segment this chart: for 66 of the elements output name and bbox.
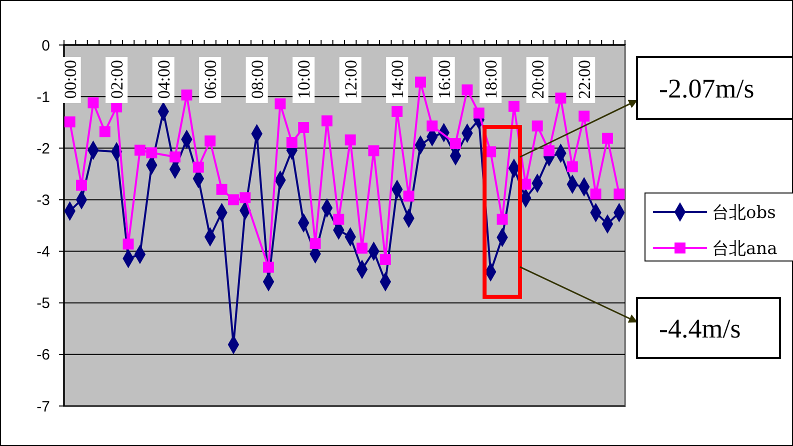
point (134, 144, 146, 156)
point (496, 214, 508, 225)
point (216, 184, 228, 195)
point (192, 162, 204, 173)
point (146, 147, 158, 158)
x-tick-label: 14:00 (388, 60, 408, 99)
x-tick-label: 08:00 (248, 60, 267, 99)
x-tick-label: 04:00 (154, 60, 174, 99)
legend-label: 台北ana (712, 238, 778, 259)
point (532, 120, 543, 132)
x-tick-label: 12:00 (341, 60, 360, 99)
point (403, 190, 414, 202)
x-tick-label: 10:00 (294, 60, 314, 99)
point (76, 180, 88, 191)
point (204, 135, 216, 146)
x-tick-label: 16:00 (434, 60, 454, 99)
point (286, 136, 298, 148)
y-tick-label: -7 (36, 398, 50, 416)
point (333, 214, 344, 225)
point (263, 262, 274, 273)
legend-label: 台北obs (712, 202, 776, 223)
x-tick-label: 18:00 (482, 60, 501, 99)
text: -4.4m/s (659, 313, 741, 344)
x-tick-label: 02:00 (108, 60, 127, 99)
point (578, 110, 590, 122)
point (99, 126, 110, 138)
point (298, 122, 310, 133)
point (274, 98, 286, 110)
point (321, 115, 332, 126)
point (555, 92, 566, 104)
point (590, 188, 602, 200)
point (356, 242, 368, 254)
point (473, 108, 484, 119)
point (566, 161, 578, 172)
point (310, 238, 321, 250)
point (64, 116, 76, 128)
point (414, 76, 426, 88)
point (544, 145, 555, 156)
point (240, 192, 251, 204)
point (614, 188, 625, 200)
y-tick-label: -1 (36, 88, 50, 106)
point (392, 106, 403, 118)
point (450, 138, 462, 149)
y-tick-label: -6 (36, 346, 50, 364)
y-tick-label: -4 (36, 244, 50, 261)
point (344, 134, 356, 146)
x-tick-label: 00:00 (60, 60, 80, 99)
text: -2.07m/s (659, 73, 754, 104)
y-tick-label: -5 (36, 295, 50, 312)
point (508, 100, 520, 112)
x-tick-label: 06:00 (201, 60, 220, 99)
x-tick-label: 22:00 (575, 60, 594, 99)
point (170, 151, 181, 162)
y-tick-label: -2 (36, 140, 50, 158)
y-tick-label: -3 (36, 192, 50, 209)
point (122, 238, 134, 250)
point (426, 120, 438, 132)
point (380, 254, 391, 266)
point (462, 84, 473, 96)
point (228, 194, 239, 206)
x-tick-label: 20:00 (528, 60, 548, 99)
point (181, 90, 192, 100)
point (88, 97, 99, 108)
y-tick-label: 0 (42, 37, 50, 54)
point (368, 145, 380, 156)
point (602, 132, 613, 144)
